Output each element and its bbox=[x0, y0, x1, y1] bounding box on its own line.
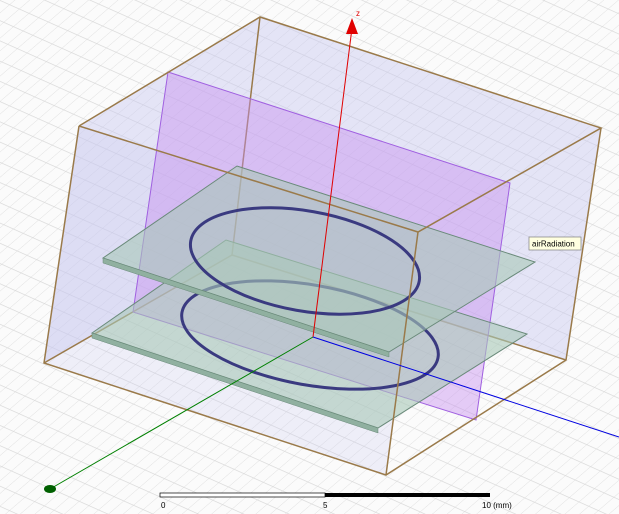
scale-label: 10 (mm) bbox=[482, 501, 512, 510]
y-axis bbox=[312, 336, 619, 438]
air-box-edges bbox=[43, 16, 603, 476]
scale-label: 0 bbox=[161, 501, 166, 510]
z-axis bbox=[312, 27, 353, 338]
scale-bar-black bbox=[325, 493, 490, 497]
z-arrow bbox=[346, 18, 358, 34]
scale-bar-white bbox=[159, 492, 326, 498]
x-axis bbox=[49, 336, 314, 490]
scale-label: 5 bbox=[323, 501, 328, 510]
object-label: airRadiation bbox=[532, 240, 575, 249]
x-arrow bbox=[44, 485, 56, 493]
tooltip-box bbox=[528, 236, 582, 251]
upper-substrate bbox=[101, 165, 537, 358]
axis-label: z bbox=[356, 9, 360, 18]
